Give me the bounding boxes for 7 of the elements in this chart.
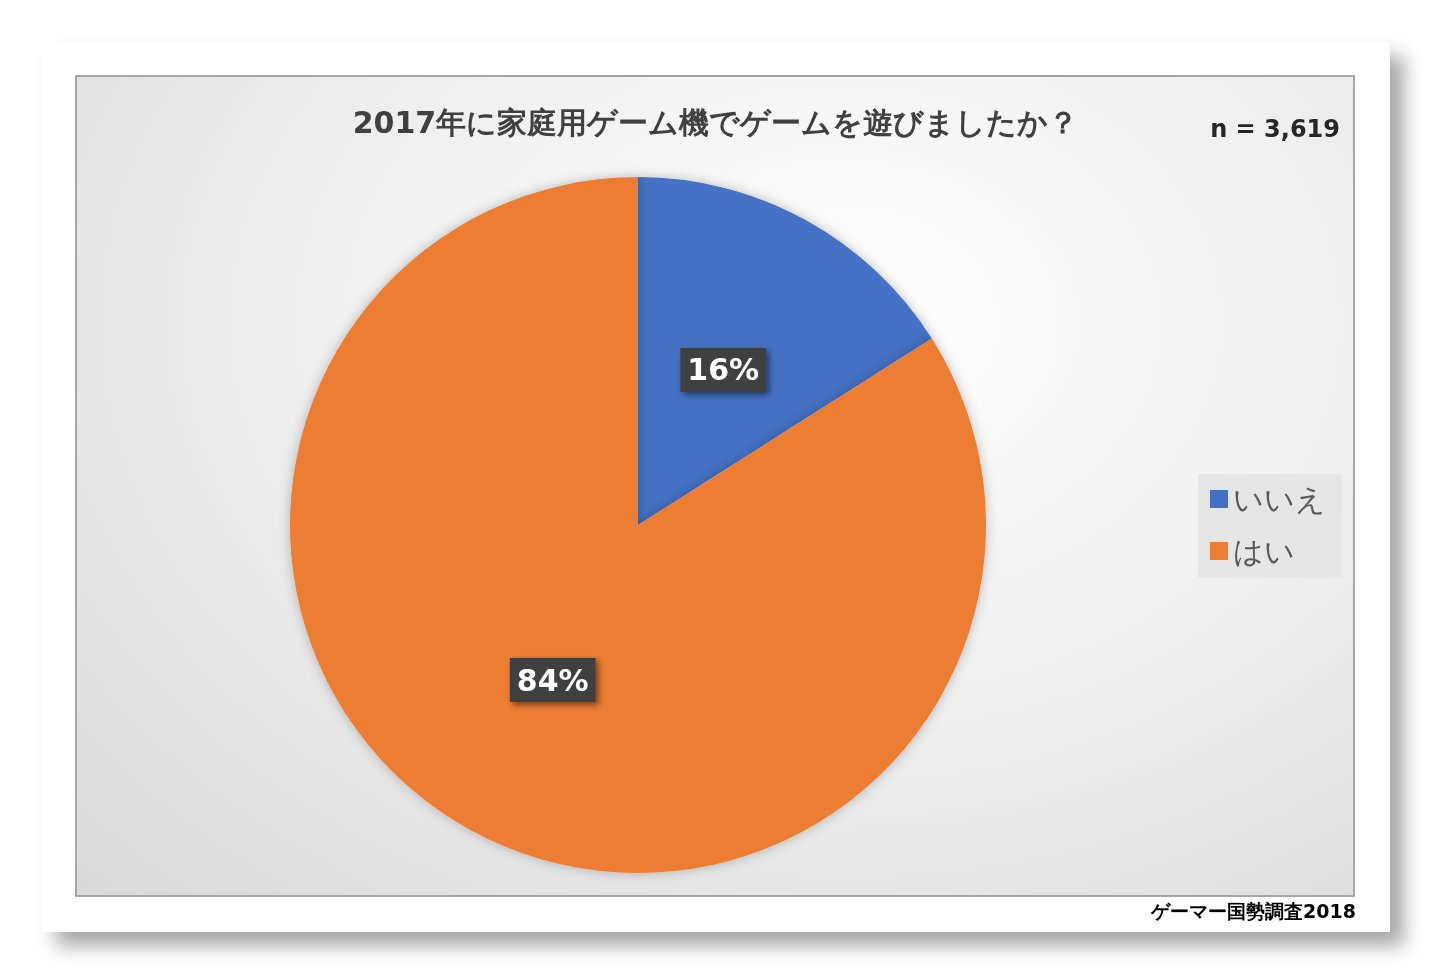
legend-label: いいえ: [1233, 481, 1326, 517]
data-label: 16%: [687, 352, 760, 388]
text: ゲーマー国勢調査2018: [1150, 899, 1357, 922]
chart-title: 2017年に家庭用ゲーム機でゲームを遊びましたか？: [352, 104, 1079, 140]
legend-label: はい: [1233, 533, 1295, 569]
data-label: 84%: [516, 662, 589, 698]
text: n = 3,619: [1210, 115, 1341, 143]
